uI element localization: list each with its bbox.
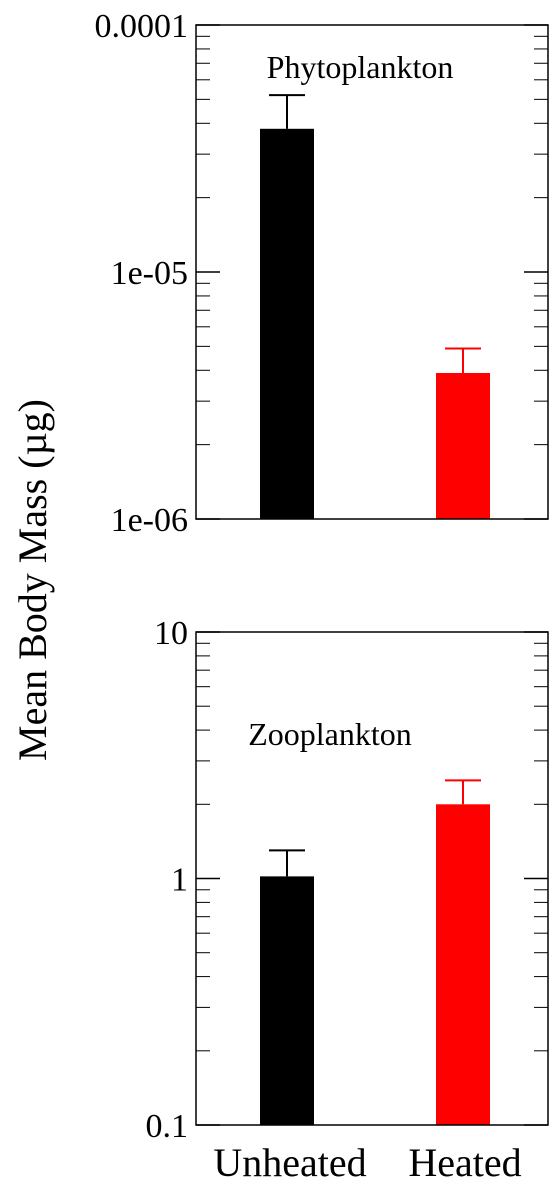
bar-unheated	[260, 128, 314, 519]
bar-heated	[436, 373, 490, 519]
chart-panel-zooplankton: 0.1 1 10 Zooplankton	[146, 615, 549, 1145]
bar-unheated	[260, 876, 314, 1125]
x-tick-label-heated: Heated	[408, 1140, 521, 1184]
y-tick-label: 0.0001	[95, 8, 189, 45]
y-tick-label: 10	[154, 615, 188, 652]
plot-frame	[195, 24, 549, 520]
bar-heated	[436, 804, 490, 1125]
x-tick-label-unheated: Unheated	[213, 1140, 366, 1184]
y-tick-label: 0.1	[146, 1108, 189, 1145]
y-tick-label: 1	[171, 862, 188, 899]
plot-frame	[195, 631, 549, 1126]
panel-label: Phytoplankton	[267, 49, 454, 85]
y-axis-label: Mean Body Mass (µg)	[10, 399, 55, 761]
chart-panel-phytoplankton: 1e-06 1e-05 0.0001 Phytoplankton	[95, 8, 549, 539]
panel-label: Zooplankton	[248, 716, 412, 752]
y-tick-label: 1e-06	[111, 502, 188, 539]
y-tick-label: 1e-05	[111, 255, 188, 292]
